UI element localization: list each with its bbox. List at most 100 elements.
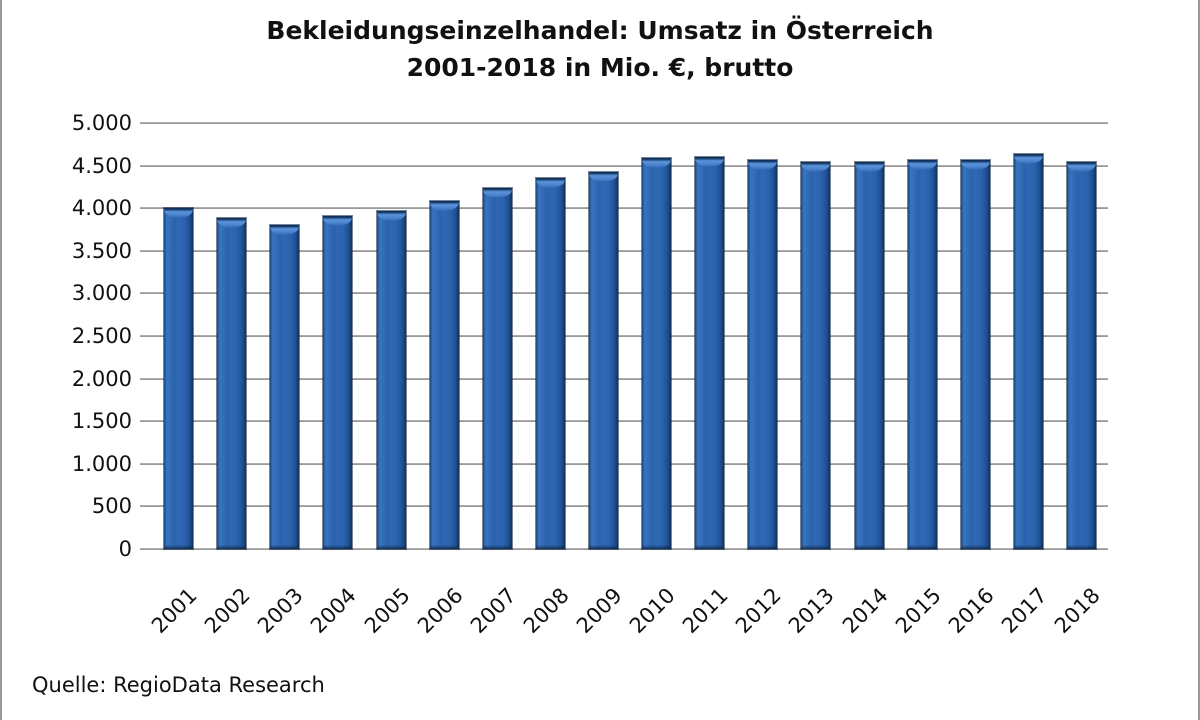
chart-title: Bekleidungseinzelhandel: Umsatz in Öster…: [2, 12, 1198, 86]
bar-bottom-shade: [535, 544, 565, 549]
gridline: [140, 335, 1108, 337]
x-axis-label: 2010: [625, 583, 680, 639]
bar-2003: [270, 225, 300, 549]
bar-bottom-shade: [854, 544, 884, 549]
bar-top-bevel: [270, 225, 300, 236]
x-axis-label: 2003: [253, 583, 309, 639]
x-axis-label: 2016: [943, 583, 999, 639]
bar-top-bevel: [642, 157, 672, 168]
bar-bottom-shade: [376, 544, 406, 549]
bar-bottom-shade: [801, 544, 831, 549]
bar-bottom-shade: [429, 544, 459, 549]
bar-2002: [217, 218, 247, 549]
bar-top-bevel: [164, 208, 194, 219]
bar-top-bevel: [217, 218, 247, 229]
x-axis-label: 2014: [837, 583, 893, 639]
bar-2014: [854, 162, 884, 549]
bar-bottom-shade: [323, 544, 353, 549]
bar-2011: [695, 157, 725, 549]
bar-top-bevel: [376, 210, 406, 221]
x-axis-label: 2011: [678, 583, 733, 639]
gridline: [140, 377, 1108, 380]
bar-2006: [429, 200, 459, 549]
bar-2001: [164, 208, 194, 549]
x-axis-label: 2001: [147, 583, 202, 639]
bar-bottom-shade: [1066, 544, 1096, 549]
bar-top-bevel: [1013, 153, 1043, 164]
bar-top-bevel: [907, 159, 937, 170]
gridline: [140, 207, 1108, 210]
x-axis-label: 2017: [996, 583, 1052, 639]
bar-bottom-shade: [588, 544, 618, 549]
chart-title-line1: Bekleidungseinzelhandel: Umsatz in Öster…: [266, 16, 934, 45]
x-axis-label: 2008: [518, 583, 574, 639]
gridline: [140, 462, 1108, 465]
bar-2005: [376, 210, 406, 549]
bar-bottom-shade: [748, 544, 778, 549]
bar-top-bevel: [960, 159, 990, 170]
bar-2008: [535, 178, 565, 549]
bar-2016: [960, 159, 990, 549]
bar-top-bevel: [429, 200, 459, 211]
gridline: [140, 292, 1108, 295]
y-axis-tick-label: 4.000: [71, 196, 132, 221]
gridline: [140, 164, 1108, 167]
bar-top-bevel: [1066, 162, 1096, 173]
bar-top-bevel: [535, 178, 565, 189]
gridline: [140, 505, 1108, 508]
bar-top-bevel: [801, 162, 831, 173]
bar-2013: [801, 162, 831, 549]
y-axis-tick-label: 3.000: [71, 281, 132, 306]
x-axis-label: 2012: [731, 583, 787, 639]
bar-2015: [907, 159, 937, 549]
bar-top-bevel: [323, 215, 353, 226]
bar-2009: [588, 172, 618, 549]
bar-bottom-shade: [217, 544, 247, 549]
x-axis-label: 2015: [890, 583, 946, 639]
bar-top-bevel: [695, 157, 725, 168]
bar-2010: [642, 157, 672, 549]
x-axis-label: 2004: [306, 583, 362, 639]
x-axis-label: 2018: [1049, 583, 1105, 639]
bar-top-bevel: [588, 172, 618, 183]
x-axis-label: 2013: [784, 583, 840, 639]
gridline: [140, 249, 1108, 252]
bar-top-bevel: [748, 159, 778, 170]
y-axis-tick-label: 3.500: [71, 238, 132, 263]
gridline: [140, 420, 1108, 423]
y-axis-tick-label: 0: [118, 537, 132, 561]
x-axis-label: 2006: [412, 583, 468, 639]
source-caption: Quelle: RegioData Research: [32, 673, 325, 697]
y-axis-tick-label: 5.000: [71, 111, 132, 135]
y-axis-tick-label: 1.500: [71, 409, 132, 434]
bar-top-bevel: [854, 162, 884, 173]
bar-bottom-shade: [1013, 544, 1043, 549]
bar-bottom-shade: [695, 544, 725, 549]
bar-bottom-shade: [642, 544, 672, 549]
y-axis-tick-label: 1.000: [71, 451, 132, 476]
bar-2018: [1066, 162, 1096, 549]
x-axis-label: 2007: [465, 583, 521, 639]
bar-2012: [748, 159, 778, 549]
bar-2004: [323, 215, 353, 549]
bar-bottom-shade: [270, 544, 300, 549]
chart-title-line2: 2001-2018 in Mio. €, brutto: [406, 53, 794, 82]
bar-2007: [482, 187, 512, 549]
x-axis-label: 2002: [200, 583, 255, 639]
bar-bottom-shade: [960, 544, 990, 549]
bar-top-bevel: [482, 187, 512, 198]
x-axis-label: 2009: [571, 583, 627, 639]
bar-bottom-shade: [907, 544, 937, 549]
x-axis-label: 2005: [359, 583, 415, 639]
y-axis-tick-label: 2.500: [71, 324, 132, 348]
y-axis-tick-label: 4.500: [71, 153, 132, 178]
bar-bottom-shade: [164, 544, 194, 549]
gridline: [140, 548, 1108, 550]
y-axis-tick-label: 2.000: [71, 366, 132, 391]
gridline: [140, 122, 1108, 124]
